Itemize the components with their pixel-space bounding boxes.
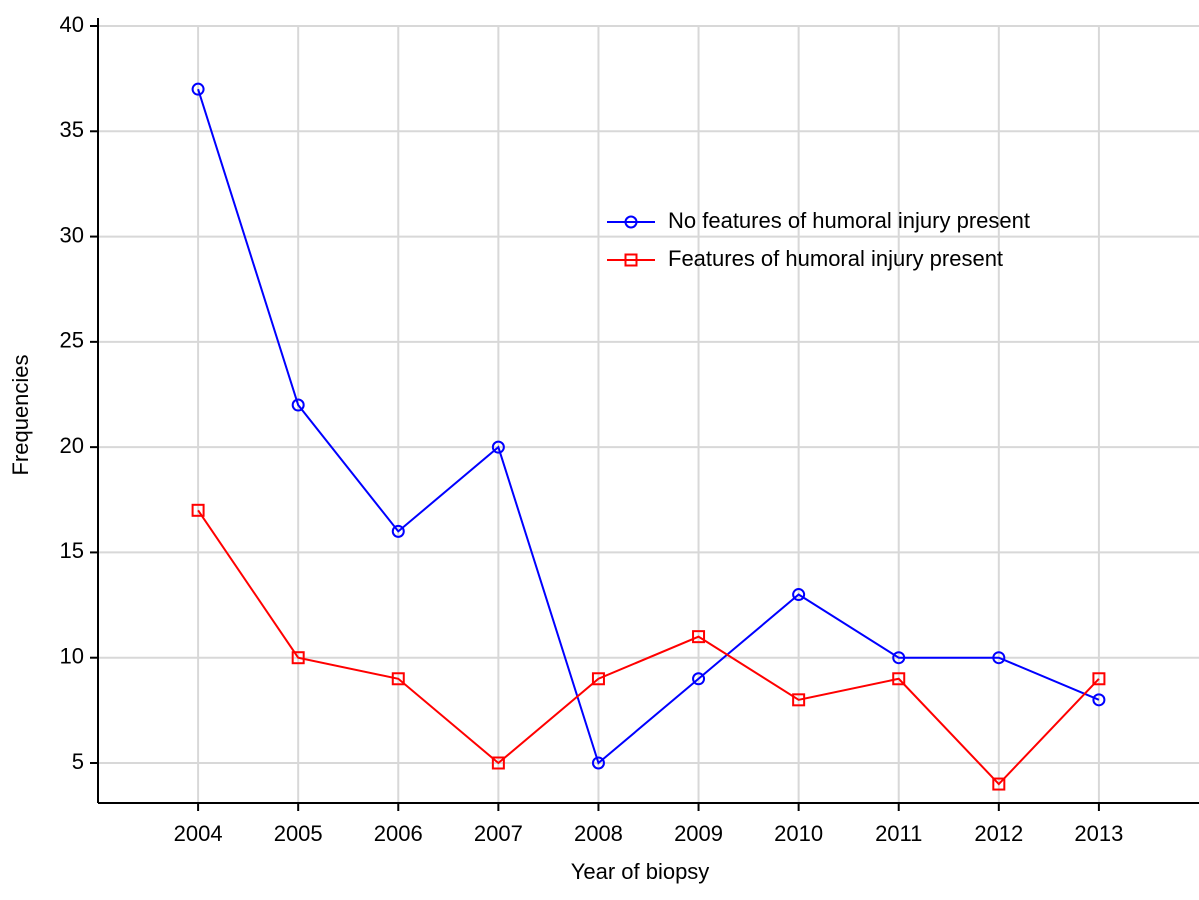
x-axis-title: Year of biopsy <box>571 859 710 884</box>
x-tick-label: 2005 <box>274 821 323 846</box>
x-tick-label: 2011 <box>875 821 922 846</box>
y-tick-label: 40 <box>60 12 84 37</box>
x-tick-label: 2004 <box>174 821 223 846</box>
marker <box>591 672 605 686</box>
y-tick-label: 5 <box>72 749 84 774</box>
series-line <box>197 509 1100 786</box>
x-tick-label: 2008 <box>574 821 623 846</box>
x-tick-label: 2010 <box>774 821 823 846</box>
marker <box>391 672 405 686</box>
marker <box>191 503 205 517</box>
marker <box>291 398 305 412</box>
series-line <box>197 88 1100 765</box>
y-tick-label: 30 <box>60 222 84 247</box>
marker <box>992 777 1006 791</box>
marker <box>892 672 906 686</box>
marker <box>591 756 605 770</box>
marker <box>1092 672 1106 686</box>
marker <box>1092 693 1106 707</box>
x-tick-label: 2013 <box>1074 821 1123 846</box>
x-tick-label: 2007 <box>474 821 523 846</box>
marker <box>792 588 806 602</box>
legend-label: Features of humoral injury present <box>668 246 1003 271</box>
marker <box>191 82 205 96</box>
marker <box>391 524 405 538</box>
x-tick-label: 2006 <box>374 821 423 846</box>
x-tick-label: 2012 <box>974 821 1023 846</box>
marker <box>624 253 638 267</box>
y-tick-label: 20 <box>60 433 84 458</box>
marker <box>992 651 1006 665</box>
x-tick-label: 2009 <box>674 821 723 846</box>
marker <box>892 651 906 665</box>
marker <box>624 215 638 229</box>
marker <box>792 693 806 707</box>
marker <box>491 756 505 770</box>
y-tick-label: 10 <box>60 644 84 669</box>
marker <box>692 672 706 686</box>
y-tick-label: 25 <box>60 328 84 353</box>
legend-label: No features of humoral injury present <box>668 208 1030 233</box>
y-tick-label: 15 <box>60 538 84 563</box>
marker <box>692 630 706 644</box>
y-tick-label: 35 <box>60 117 84 142</box>
marker <box>491 440 505 454</box>
y-axis-title: Frequencies <box>8 354 33 475</box>
marker <box>291 651 305 665</box>
